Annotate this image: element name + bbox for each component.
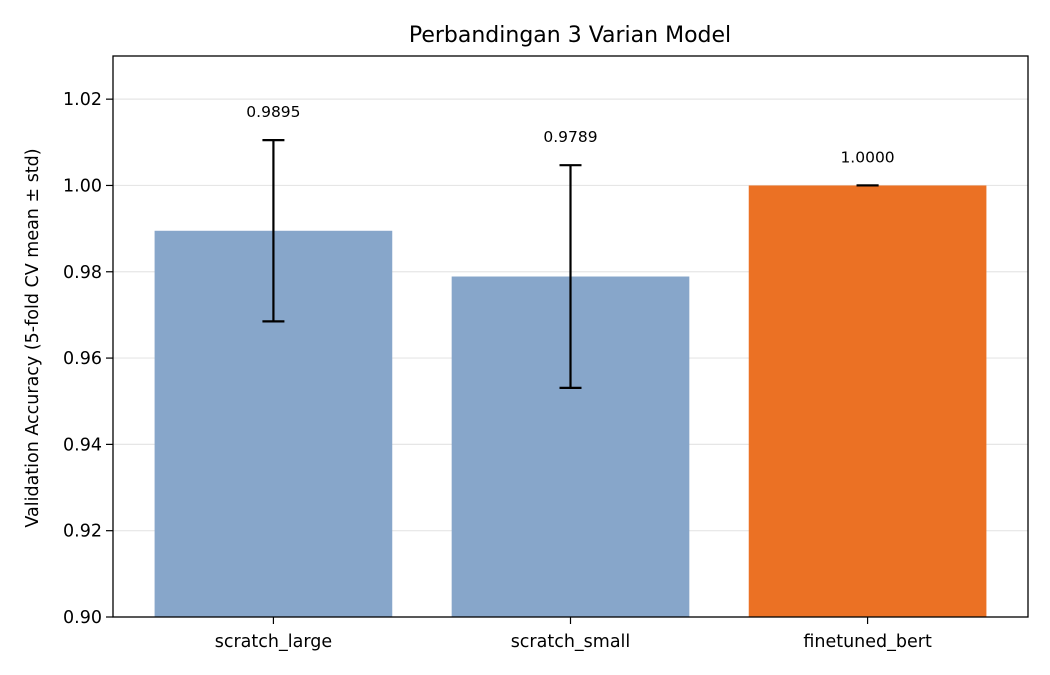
value-label: 0.9789 <box>543 128 597 146</box>
value-labels: 0.9895 0.9789 1.0000 <box>246 103 894 166</box>
value-label: 0.9895 <box>246 103 300 121</box>
error-bars <box>262 139 879 389</box>
x-tick-label: scratch_large <box>215 632 332 652</box>
chart-title: Perbandingan 3 Varian Model <box>409 23 731 48</box>
value-label: 1.0000 <box>840 148 894 166</box>
x-tick-label: finetuned_bert <box>803 632 932 652</box>
plot-frame <box>112 55 1029 618</box>
x-tick-label: scratch_small <box>511 632 631 652</box>
axes: 0.90 0.92 0.94 0.96 0.98 1.00 1.02 scratch_larg… <box>63 55 1029 652</box>
y-tick-label: 0.90 <box>63 608 102 628</box>
y-tick-label: 0.92 <box>63 522 102 542</box>
y-tick-label: 1.00 <box>63 176 102 196</box>
y-tick-label: 0.94 <box>63 435 102 455</box>
y-tick-label: 0.98 <box>63 263 102 283</box>
y-tick-label: 1.02 <box>63 90 102 110</box>
bar <box>748 185 987 617</box>
y-tick-label: 0.96 <box>63 349 102 369</box>
y-axis-label: Validation Accuracy (5-fold CV mean ± st… <box>23 148 43 527</box>
